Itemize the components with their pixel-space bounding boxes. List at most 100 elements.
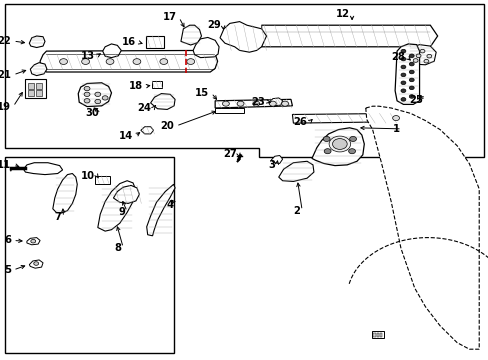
Circle shape <box>84 99 90 103</box>
Text: 27: 27 <box>223 149 236 159</box>
Text: 21: 21 <box>0 70 11 80</box>
Circle shape <box>349 136 356 141</box>
Circle shape <box>408 62 413 66</box>
Polygon shape <box>29 36 45 48</box>
Text: 22: 22 <box>0 36 11 46</box>
Polygon shape <box>394 44 419 104</box>
Circle shape <box>423 59 428 63</box>
Bar <box>372 333 375 337</box>
Bar <box>151 81 162 88</box>
Polygon shape <box>292 113 401 123</box>
Polygon shape <box>23 163 62 175</box>
Polygon shape <box>102 44 121 58</box>
Text: 16: 16 <box>122 37 136 47</box>
Circle shape <box>419 49 424 53</box>
Text: 14: 14 <box>119 131 133 141</box>
Circle shape <box>281 101 288 106</box>
Polygon shape <box>27 238 40 245</box>
Circle shape <box>102 96 108 100</box>
Circle shape <box>252 101 259 106</box>
Text: 1: 1 <box>392 124 399 134</box>
Polygon shape <box>365 106 478 349</box>
Polygon shape <box>278 161 313 181</box>
Text: 8: 8 <box>114 243 121 253</box>
Text: 18: 18 <box>128 81 142 91</box>
Text: 20: 20 <box>160 121 174 131</box>
Circle shape <box>160 59 167 64</box>
Circle shape <box>328 136 350 152</box>
Polygon shape <box>40 50 217 72</box>
Polygon shape <box>146 184 175 236</box>
Text: 17: 17 <box>163 12 177 22</box>
Polygon shape <box>193 37 219 58</box>
Circle shape <box>408 86 413 90</box>
Circle shape <box>400 73 405 77</box>
Polygon shape <box>215 99 292 108</box>
Circle shape <box>133 59 141 64</box>
Circle shape <box>408 95 413 98</box>
Polygon shape <box>29 260 43 268</box>
Polygon shape <box>220 22 266 52</box>
Text: 9: 9 <box>118 207 125 217</box>
Bar <box>379 333 382 337</box>
Bar <box>25 79 46 98</box>
Circle shape <box>408 54 413 58</box>
Text: 19: 19 <box>0 102 11 112</box>
Polygon shape <box>53 174 77 213</box>
Text: 15: 15 <box>195 88 209 98</box>
Circle shape <box>332 139 346 149</box>
Polygon shape <box>113 185 139 203</box>
Polygon shape <box>406 45 435 65</box>
Polygon shape <box>78 83 111 107</box>
Circle shape <box>237 101 244 106</box>
Circle shape <box>400 49 405 53</box>
Text: 30: 30 <box>85 108 99 118</box>
Bar <box>376 333 378 337</box>
Polygon shape <box>98 181 136 231</box>
Text: 5: 5 <box>4 265 11 275</box>
Text: 12: 12 <box>335 9 349 19</box>
Bar <box>36 90 42 96</box>
Polygon shape <box>181 25 201 45</box>
Polygon shape <box>271 156 282 163</box>
Circle shape <box>81 59 89 64</box>
Circle shape <box>222 101 229 106</box>
Text: 7: 7 <box>55 212 61 222</box>
Circle shape <box>415 54 420 58</box>
Polygon shape <box>5 4 483 157</box>
Text: 26: 26 <box>293 117 306 127</box>
Text: 28: 28 <box>390 52 404 62</box>
Circle shape <box>95 99 101 104</box>
Circle shape <box>323 136 329 141</box>
Circle shape <box>400 98 405 101</box>
Circle shape <box>426 54 431 58</box>
Polygon shape <box>30 63 47 76</box>
Circle shape <box>400 57 405 61</box>
Circle shape <box>348 149 355 154</box>
Text: 29: 29 <box>207 20 221 30</box>
Bar <box>28 83 34 89</box>
Circle shape <box>400 65 405 69</box>
Bar <box>95 176 110 184</box>
Text: 6: 6 <box>4 235 11 246</box>
Bar <box>371 331 383 338</box>
Circle shape <box>400 89 405 93</box>
Polygon shape <box>268 98 282 106</box>
Polygon shape <box>150 94 175 109</box>
Circle shape <box>400 81 405 85</box>
Text: 4: 4 <box>166 200 174 210</box>
Text: 10: 10 <box>81 171 95 181</box>
Polygon shape <box>311 128 364 166</box>
Bar <box>36 83 42 89</box>
Text: 2: 2 <box>293 206 300 216</box>
Polygon shape <box>5 157 173 353</box>
Polygon shape <box>261 25 437 47</box>
Circle shape <box>324 149 330 154</box>
Circle shape <box>31 239 36 243</box>
Bar <box>28 90 34 96</box>
Circle shape <box>84 92 90 96</box>
Circle shape <box>34 262 39 265</box>
Bar <box>215 108 244 113</box>
Text: 11: 11 <box>0 160 11 170</box>
Bar <box>145 36 164 48</box>
